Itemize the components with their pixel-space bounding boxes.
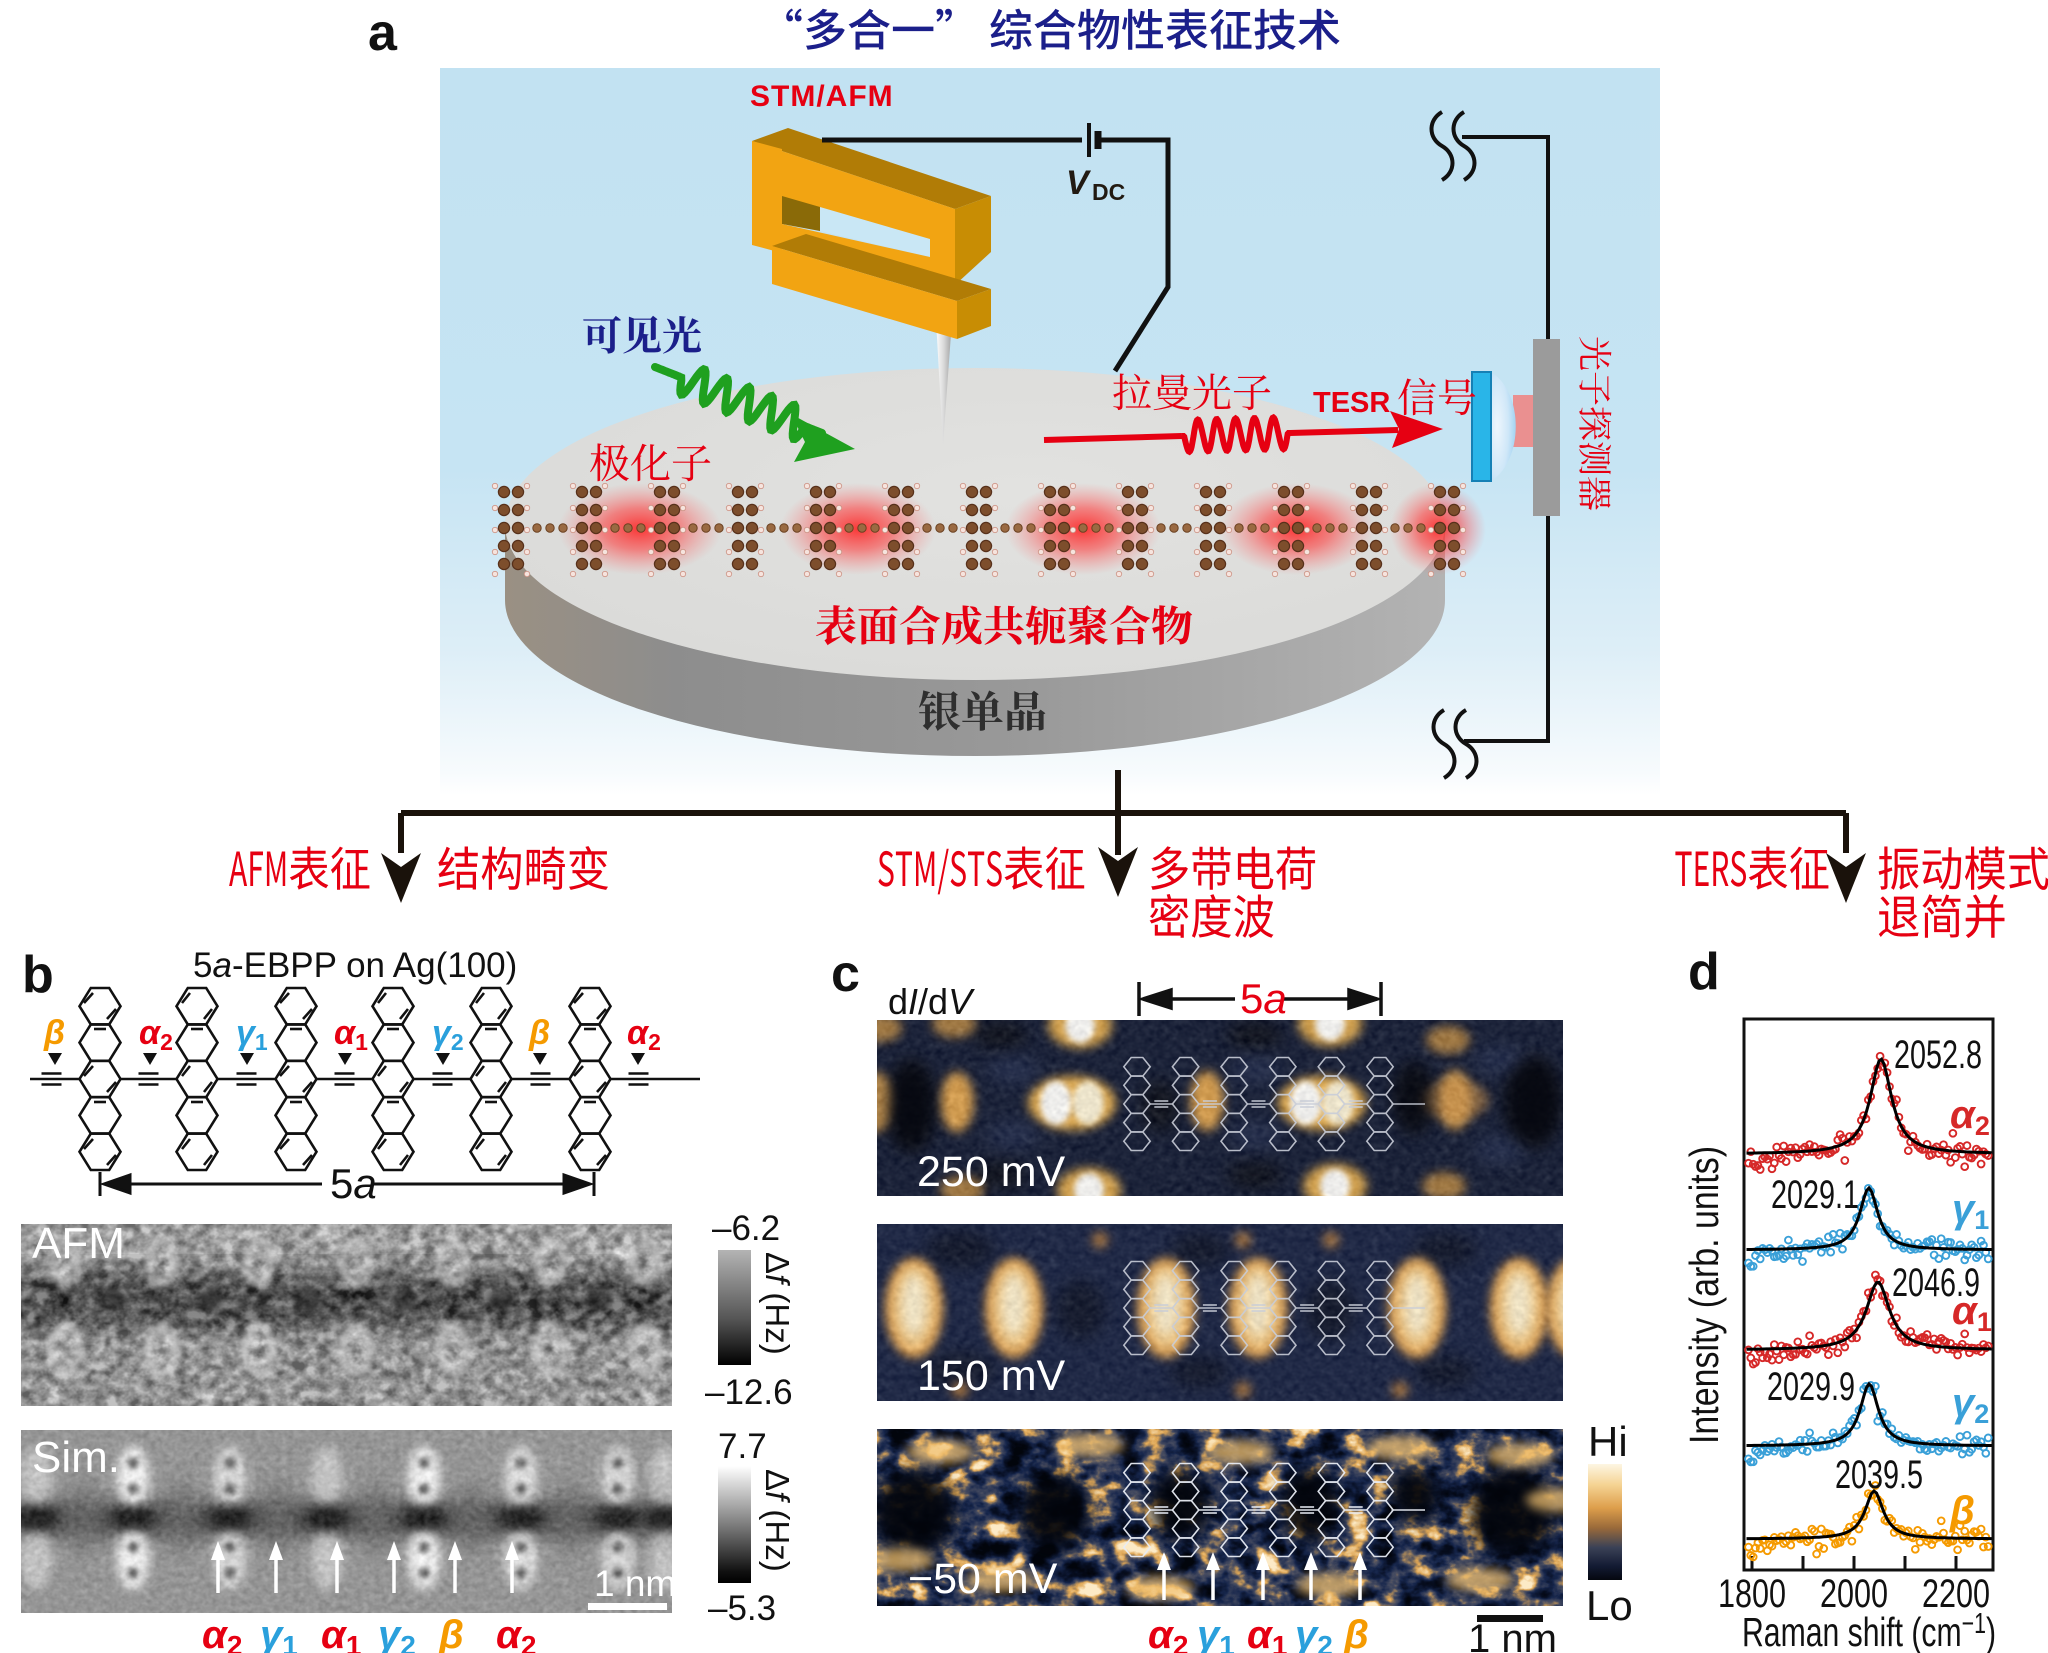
svg-text:250 mV: 250 mV (917, 1148, 1066, 1196)
svg-text:α2: α2 (1950, 1093, 1990, 1141)
svg-text:1800: 1800 (1718, 1572, 1786, 1616)
svg-text:α2: α2 (1148, 1613, 1188, 1653)
svg-text:γ1: γ1 (260, 1613, 298, 1653)
svg-text:α1: α1 (321, 1613, 361, 1653)
svg-text:2039.5: 2039.5 (1835, 1453, 1923, 1497)
svg-text:–12.6: –12.6 (705, 1373, 793, 1412)
svg-text:dI/dV: dI/dV (888, 981, 975, 1022)
svg-text:Δf (Hz): Δf (Hz) (759, 1252, 796, 1355)
svg-text:2052.8: 2052.8 (1894, 1033, 1982, 1077)
svg-text:STM/AFM: STM/AFM (750, 80, 894, 113)
svg-text:α1: α1 (334, 1014, 368, 1055)
svg-text:β: β (1343, 1613, 1369, 1653)
svg-text:TESR: TESR (1313, 387, 1390, 419)
svg-text:γ1: γ1 (1197, 1613, 1235, 1653)
svg-text:γ2: γ2 (1952, 1381, 1989, 1429)
svg-text:β: β (43, 1014, 65, 1052)
svg-text:Lo: Lo (1586, 1582, 1633, 1629)
svg-text:γ2: γ2 (378, 1613, 416, 1653)
svg-text:β: β (438, 1613, 464, 1653)
svg-text:150 mV: 150 mV (917, 1352, 1066, 1400)
svg-text:5a: 5a (330, 1160, 377, 1207)
svg-text:α1: α1 (1247, 1613, 1287, 1653)
svg-text:2200: 2200 (1922, 1572, 1990, 1616)
svg-text:γ2: γ2 (1295, 1613, 1333, 1653)
svg-text:Δf (Hz): Δf (Hz) (759, 1469, 796, 1572)
svg-text:Raman shift (cm−1): Raman shift (cm−1) (1742, 1608, 1996, 1653)
svg-text:Sim.: Sim. (32, 1433, 120, 1482)
svg-text:γ2: γ2 (432, 1014, 464, 1055)
svg-text:b: b (22, 946, 54, 1004)
svg-text:2029.9: 2029.9 (1767, 1365, 1855, 1409)
svg-text:α2: α2 (139, 1014, 173, 1055)
svg-text:2000: 2000 (1820, 1572, 1888, 1616)
svg-text:Intensity (arb. units): Intensity (arb. units) (1681, 1146, 1727, 1444)
svg-text:1 nm: 1 nm (594, 1563, 676, 1604)
svg-text:DC: DC (1092, 179, 1125, 205)
svg-text:–6.2: –6.2 (712, 1209, 780, 1248)
svg-text:1 nm: 1 nm (1468, 1617, 1557, 1653)
svg-text:−50 mV: −50 mV (908, 1555, 1058, 1603)
svg-text:5a-EBPP on Ag(100): 5a-EBPP on Ag(100) (193, 946, 517, 985)
svg-text:α1: α1 (1952, 1289, 1992, 1337)
svg-text:α2: α2 (202, 1613, 242, 1653)
svg-text:7.7: 7.7 (718, 1427, 767, 1466)
svg-text:V: V (1066, 164, 1092, 202)
svg-text:d: d (1688, 943, 1720, 1001)
svg-text:γ1: γ1 (236, 1014, 268, 1055)
svg-text:AFM: AFM (32, 1219, 125, 1268)
svg-text:Hi: Hi (1588, 1418, 1628, 1465)
svg-text:5a: 5a (1240, 975, 1287, 1022)
svg-text:–5.3: –5.3 (708, 1589, 776, 1628)
svg-text:α2: α2 (627, 1014, 661, 1055)
svg-text:2029.1: 2029.1 (1771, 1173, 1859, 1217)
svg-text:a: a (368, 4, 398, 62)
svg-text:2046.9: 2046.9 (1892, 1261, 1980, 1305)
svg-text:γ1: γ1 (1952, 1187, 1989, 1235)
svg-text:β: β (1949, 1489, 1975, 1533)
svg-text:c: c (831, 945, 860, 1003)
svg-text:α2: α2 (496, 1613, 536, 1653)
svg-text:β: β (528, 1014, 550, 1052)
